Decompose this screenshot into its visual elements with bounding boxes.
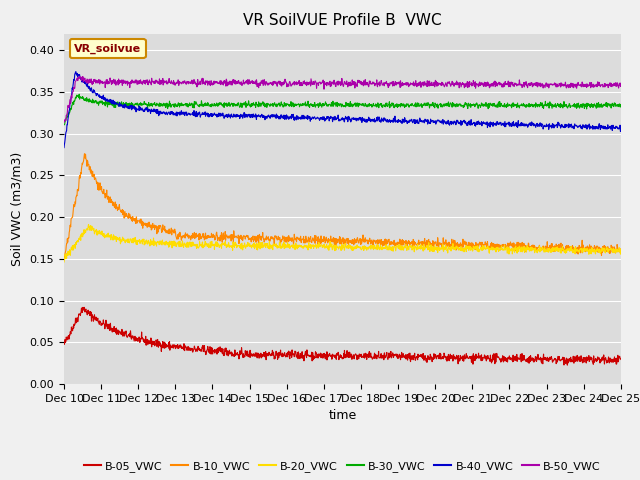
Title: VR SoilVUE Profile B  VWC: VR SoilVUE Profile B VWC [243, 13, 442, 28]
Legend: B-05_VWC, B-10_VWC, B-20_VWC, B-30_VWC, B-40_VWC, B-50_VWC: B-05_VWC, B-10_VWC, B-20_VWC, B-30_VWC, … [79, 457, 605, 477]
Y-axis label: Soil VWC (m3/m3): Soil VWC (m3/m3) [11, 152, 24, 266]
X-axis label: time: time [328, 409, 356, 422]
